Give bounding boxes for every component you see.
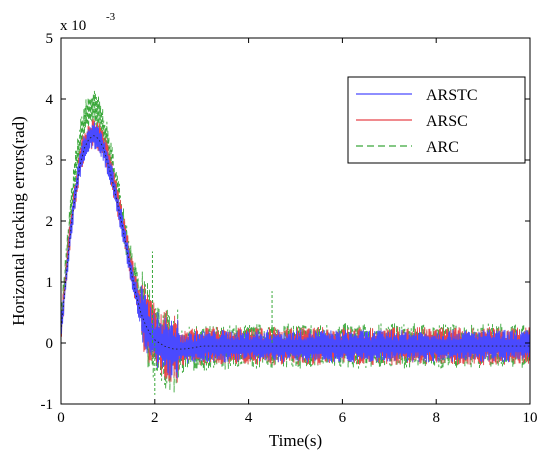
y-tick-label: 2 (46, 214, 54, 230)
y-tick-label: 0 (46, 336, 54, 352)
x-tick-label: 4 (245, 410, 253, 426)
y-tick-label: -1 (41, 397, 54, 413)
y-axis-multiplier: x 10 (60, 18, 86, 34)
x-tick-label: 2 (151, 410, 159, 426)
x-axis-label: Time(s) (269, 431, 322, 450)
x-tick-label: 10 (523, 410, 538, 426)
legend-label-arc: ARC (426, 139, 459, 156)
legend-label-arsc: ARSC (426, 113, 468, 130)
legend: ARSTC ARSC ARC (347, 76, 526, 164)
series-arstc (60, 122, 531, 379)
y-tick-label: 5 (46, 31, 54, 47)
series-line-arstc (60, 122, 531, 379)
x-tick-label: 0 (57, 410, 65, 426)
series-mean-line (60, 135, 530, 350)
y-tick-label: 3 (46, 153, 54, 169)
x-tick-label: 6 (339, 410, 347, 426)
y-axis-label: Horizontal tracking errors(rad) (9, 116, 28, 326)
y-axis-multiplier-exponent: -3 (106, 11, 116, 23)
y-tick-label: 4 (46, 92, 54, 108)
legend-label-arstc: ARSTC (426, 87, 478, 104)
series-line-arsc (60, 118, 531, 383)
series-layer (60, 90, 531, 395)
y-tick-label: 1 (46, 275, 54, 291)
x-tick-label: 8 (432, 410, 440, 426)
series-arsc (60, 118, 531, 383)
